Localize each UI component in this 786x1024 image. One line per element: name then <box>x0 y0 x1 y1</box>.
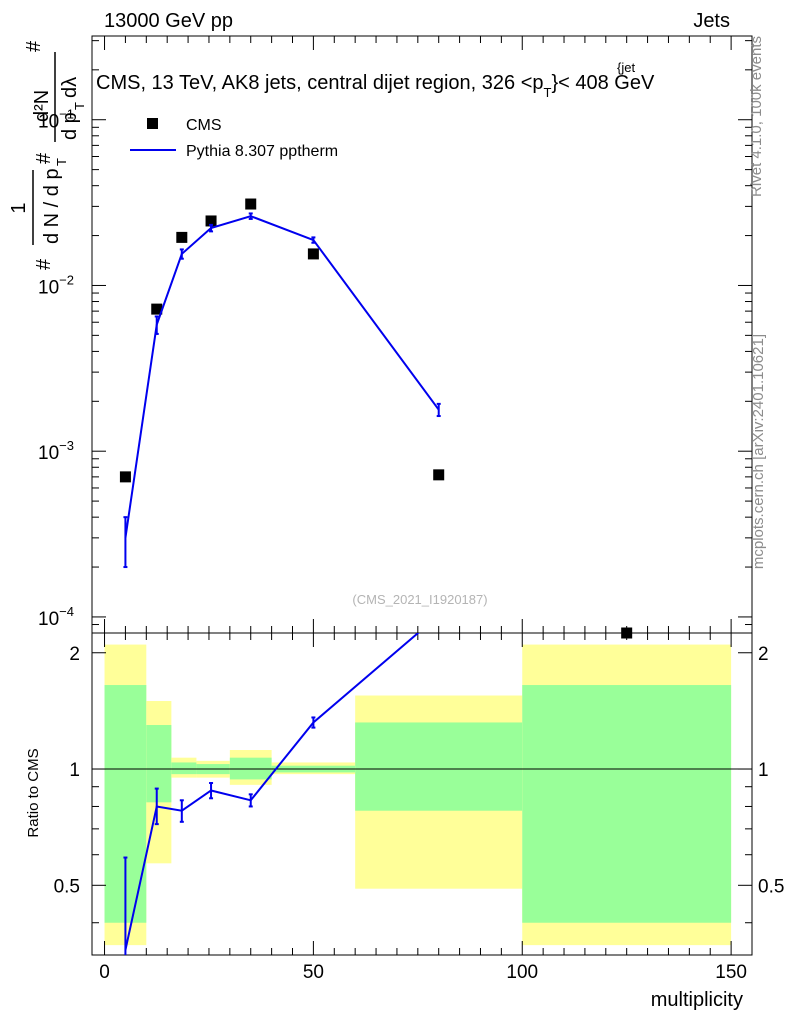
rivet-label: Rivet 4.1.0, 100k events <box>748 36 765 197</box>
y-tick-label: 10−3 <box>38 438 74 464</box>
y-label-T2: T <box>72 102 87 110</box>
y-label-hash1: # <box>33 258 55 270</box>
header-right: Jets <box>693 10 730 32</box>
y-label-dpT: d p <box>59 112 81 140</box>
chart-title-main: CMS, 13 TeV, AK8 jets, central dijet reg… <box>96 72 544 94</box>
ratio-ticks: 0.5 0.5 1 1 2 2 0 50 100 150 <box>54 633 784 983</box>
mcplots-label: mcplots.cern.ch [arXiv:2401.10621] <box>750 334 767 569</box>
ratio-y-tick-label-right: 2 <box>758 644 769 665</box>
legend-cms-label: CMS <box>186 117 222 134</box>
x-tick-label: 0 <box>99 962 110 983</box>
cms-point <box>433 469 445 481</box>
ratio-y-tick-label: 0.5 <box>54 876 80 897</box>
y-tick-label: 10−1 <box>38 107 74 133</box>
ratio-series-clipped <box>123 633 420 955</box>
cms-point <box>176 231 188 243</box>
y-label-dlambda: dλ <box>59 77 81 98</box>
chart-title: CMS, 13 TeV, AK8 jets, central dijet reg… <box>96 72 655 100</box>
ratio-plot: 0.5 0.5 1 1 2 2 0 50 100 150 Ratio to CMS multipl… <box>25 632 784 1011</box>
y-tick-label: 10−2 <box>38 272 74 298</box>
y-axis-label: # 1 d N / d p T # d²N d p T dλ # <box>8 40 87 270</box>
uncertainty-band-green <box>355 722 523 811</box>
cms-point <box>205 215 217 227</box>
cms-point <box>245 198 257 210</box>
ratio-y-tick-label-right: 0.5 <box>758 876 784 897</box>
watermark: (CMS_2021_I1920187) <box>352 592 487 607</box>
main-ticks: 10−1 10−2 10−3 10−4 <box>38 36 752 634</box>
legend: CMS Pythia 8.307 pptherm <box>130 117 338 160</box>
ratio-ylabel: Ratio to CMS <box>25 748 42 837</box>
cms-point <box>151 303 163 315</box>
x-axis-label: multiplicity <box>651 989 743 1011</box>
chart-title-tail: }< 408 GeV <box>551 72 655 94</box>
legend-pythia-label: Pythia 8.307 pptherm <box>186 143 338 160</box>
chart-title-sup: {jet <box>617 60 635 75</box>
y-label-T1: T <box>54 158 69 166</box>
legend-cms-marker <box>147 118 158 129</box>
y-label-dN: d N / d p <box>41 168 63 244</box>
main-series <box>119 198 633 639</box>
x-tick-label: 100 <box>506 962 538 983</box>
pythia-line <box>124 215 440 539</box>
ratio-y-tick-label: 1 <box>69 760 80 781</box>
main-plot: 10−1 10−2 10−3 10−4 (CMS_2021_I1920187) CMS… <box>8 35 753 639</box>
ratio-series <box>123 633 420 955</box>
y-label-hash2: # <box>33 152 55 164</box>
uncertainty-band-green <box>522 685 732 923</box>
ratio-y-tick-label-right: 1 <box>758 760 769 781</box>
uncertainty-band-green <box>171 762 197 775</box>
cms-point <box>119 471 131 483</box>
ratio-plot-frame <box>91 632 753 956</box>
header-left: 13000 GeV pp <box>104 10 233 32</box>
y-label-one: 1 <box>8 202 30 213</box>
ratio-y-tick-label: 2 <box>69 644 80 665</box>
x-tick-label: 50 <box>303 962 324 983</box>
y-label-hash3: # <box>23 40 45 52</box>
y-tick-label: 10−4 <box>38 604 74 630</box>
ratio-bands <box>104 644 732 946</box>
x-tick-label: 150 <box>715 962 747 983</box>
uncertainty-band-green <box>146 725 172 803</box>
cms-point <box>307 248 319 260</box>
y-label-d2N: d²N <box>31 90 53 122</box>
chart-title-sub: T <box>544 85 552 100</box>
